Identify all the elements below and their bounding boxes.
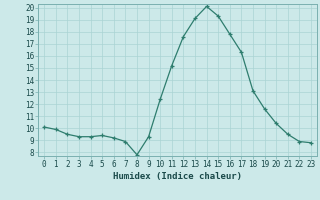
X-axis label: Humidex (Indice chaleur): Humidex (Indice chaleur) <box>113 172 242 181</box>
